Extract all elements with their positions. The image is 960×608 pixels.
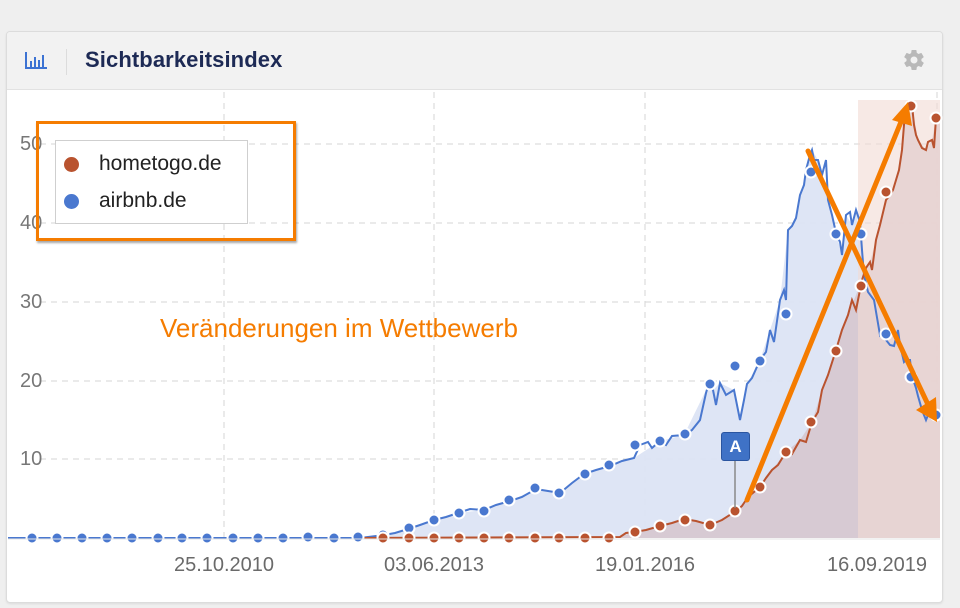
legend-item-airbnb[interactable]: airbnb.de — [64, 186, 187, 216]
airbnb-area — [360, 150, 940, 538]
card-header: Sichtbarkeitsindex — [7, 32, 942, 90]
trend-arrows — [744, 109, 935, 503]
arrow-down-airbnb — [805, 148, 935, 416]
chart-legend: hometogo.de airbnb.de — [55, 140, 248, 224]
legend-dot-icon — [64, 156, 79, 172]
y-tick-30: 30 — [20, 291, 43, 313]
y-tick-20: 20 — [20, 370, 43, 392]
legend-item-hometogo[interactable]: hometogo.de — [64, 149, 222, 179]
x-tick-2013: 03.06.2013 — [383, 554, 485, 576]
legend-dot-icon — [64, 193, 79, 209]
arrow-down-head-icon — [916, 397, 937, 422]
gear-icon[interactable] — [902, 48, 926, 72]
airbnb-data-points — [25, 165, 943, 545]
legend-label: airbnb.de — [99, 189, 187, 212]
arrow-up-hometogo — [744, 109, 908, 503]
y-tick-10: 10 — [20, 448, 43, 470]
arrow-up-head-icon — [892, 102, 912, 126]
annotation-text: Veränderungen im Wettbewerb — [160, 313, 518, 343]
y-tick-50: 50 — [20, 133, 43, 155]
bar-chart-icon — [25, 52, 47, 69]
hometogo-area-tail — [858, 100, 940, 538]
y-tick-40: 40 — [20, 212, 43, 234]
x-tick-2016: 19.01.2016 — [594, 554, 696, 576]
card-title: Sichtbarkeitsindex — [85, 47, 283, 72]
event-marker-a[interactable]: A — [721, 432, 750, 461]
header-divider — [66, 49, 67, 75]
x-tick-2010: 25.10.2010 — [173, 554, 275, 576]
legend-label: hometogo.de — [99, 152, 222, 175]
x-tick-2019: 16.09.2019 — [826, 554, 928, 576]
